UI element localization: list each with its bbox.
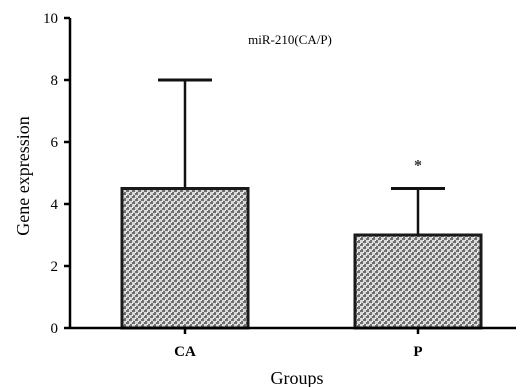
bars-group xyxy=(120,187,483,330)
y-tick-label: 10 xyxy=(43,11,58,27)
y-tick-label: 8 xyxy=(51,73,59,89)
y-tick-label: 6 xyxy=(51,135,59,151)
x-ticks-group: CA P xyxy=(174,328,423,360)
y-tick-label: 4 xyxy=(51,197,59,213)
error-bars-group xyxy=(158,78,445,235)
annotations-group: * xyxy=(414,158,422,175)
x-tick-label-ca: CA xyxy=(174,344,196,360)
x-axis-title: Groups xyxy=(271,368,324,387)
chart-title: miR-210(CA/P) xyxy=(248,32,332,47)
y-axis-title: Gene expression xyxy=(13,116,33,235)
x-tick-label-p: P xyxy=(413,344,422,360)
y-tick-label: 2 xyxy=(51,259,59,275)
bar-ca xyxy=(120,187,250,330)
y-tick-label: 0 xyxy=(51,321,59,337)
y-ticks-group: 0 2 4 6 8 10 xyxy=(43,11,70,337)
significance-marker: * xyxy=(414,158,422,175)
bar-p xyxy=(353,233,483,330)
